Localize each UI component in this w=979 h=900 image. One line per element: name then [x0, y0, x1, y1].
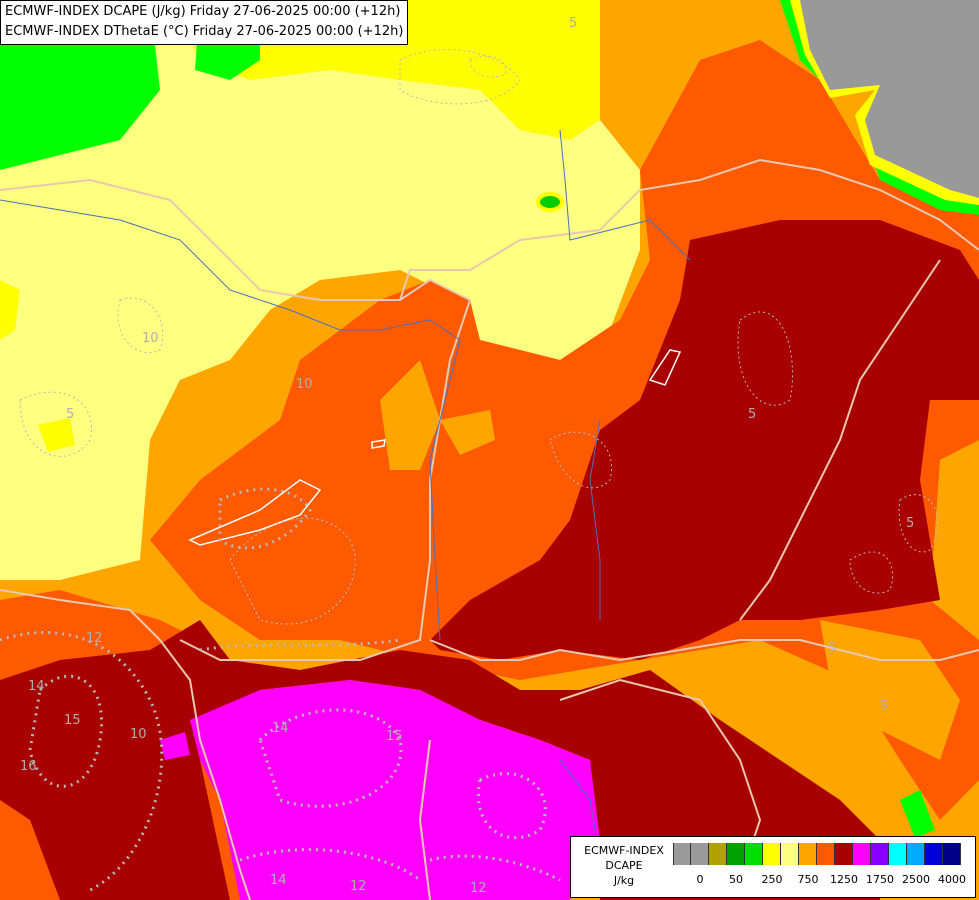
- dcape-region-orange-2: [380, 360, 440, 470]
- contour-label: 15: [64, 713, 81, 728]
- map-title-line-dcape: ECMWF-INDEX DCAPE (J/kg) Friday 27-06-20…: [5, 4, 401, 19]
- legend-caption-line: J/kg: [613, 874, 635, 887]
- legend-swatches: [673, 843, 961, 865]
- contour-label: 5: [66, 407, 74, 422]
- legend-swatch: [835, 843, 853, 865]
- legend-swatch: [889, 843, 907, 865]
- dcape-region-magenta-2: [160, 732, 190, 760]
- contour-label: 10: [142, 331, 159, 346]
- legend-tick-label: 2500: [902, 873, 930, 886]
- dcape-region-orange-4: [820, 620, 960, 760]
- legend-tick-label: 0: [696, 873, 704, 886]
- contour-label: 5: [748, 407, 756, 422]
- legend-swatch: [709, 843, 727, 865]
- legend-swatch: [691, 843, 709, 865]
- map-title-line-dthetae: ECMWF-INDEX DThetaE (°C) Friday 27-06-20…: [5, 24, 404, 39]
- dcape-region-orange-3: [440, 410, 495, 455]
- contour-label: 16: [20, 759, 37, 774]
- contour-label: 15: [386, 729, 403, 744]
- legend-tick-label: 1750: [866, 873, 894, 886]
- dthetae-contours-thick: [0, 487, 561, 892]
- legend-tick-label: 50: [729, 873, 743, 886]
- contour-label: 14: [272, 721, 289, 736]
- contour-label: 10: [296, 377, 313, 392]
- contour-label: 12: [86, 631, 103, 646]
- legend-tick-label: 250: [761, 873, 783, 886]
- map-title-box: ECMWF-INDEX DCAPE (J/kg) Friday 27-06-20…: [0, 0, 409, 45]
- legend-ticks: 0 50 250 750 1250 1750 2500 4000: [673, 873, 973, 889]
- legend-swatch: [781, 843, 799, 865]
- legend-swatch: [853, 843, 871, 865]
- legend-swatch: [871, 843, 889, 865]
- dcape-region-green-4: [900, 790, 935, 838]
- contour-label: 14: [270, 873, 287, 888]
- color-legend: ECMWF-INDEX DCAPE J/kg 0 50 250 750 1250 1750…: [570, 836, 976, 898]
- contour-label: 5: [828, 641, 836, 656]
- contour-label: 5: [906, 516, 914, 531]
- contour-label: 10: [130, 727, 147, 742]
- legend-swatch: [943, 843, 961, 865]
- dcape-region-green-3: [536, 192, 564, 212]
- legend-swatch: [925, 843, 943, 865]
- legend-tick-label: 1250: [830, 873, 858, 886]
- contour-label: 14: [28, 679, 45, 694]
- contour-label: 12: [470, 881, 487, 896]
- contour-label: 5: [569, 16, 577, 31]
- legend-caption-line: ECMWF-INDEX: [584, 844, 664, 857]
- legend-tick-label: 4000: [938, 873, 966, 886]
- legend-caption: ECMWF-INDEX DCAPE J/kg: [575, 843, 673, 888]
- contour-label: 5: [880, 699, 888, 714]
- dcape-region-grey-core: [800, 0, 979, 198]
- dcape-region-yellow-3: [38, 418, 75, 452]
- legend-swatch: [745, 843, 763, 865]
- legend-caption-line: DCAPE: [605, 859, 643, 872]
- legend-swatch: [817, 843, 835, 865]
- country-borders: [0, 158, 979, 900]
- legend-swatch: [907, 843, 925, 865]
- dcape-region-darkred: [430, 220, 979, 660]
- legend-swatch: [763, 843, 781, 865]
- legend-swatch: [799, 843, 817, 865]
- dcape-region-magenta: [190, 680, 600, 900]
- legend-swatch: [673, 843, 691, 865]
- legend-swatch: [727, 843, 745, 865]
- dthetae-contours-thin: [19, 49, 939, 625]
- dcape-region-lightyellow: [0, 30, 640, 580]
- dcape-region-yellow-2: [0, 280, 20, 340]
- contour-label: 12: [350, 879, 367, 894]
- lake-outlines: [188, 349, 682, 546]
- legend-tick-label: 750: [797, 873, 819, 886]
